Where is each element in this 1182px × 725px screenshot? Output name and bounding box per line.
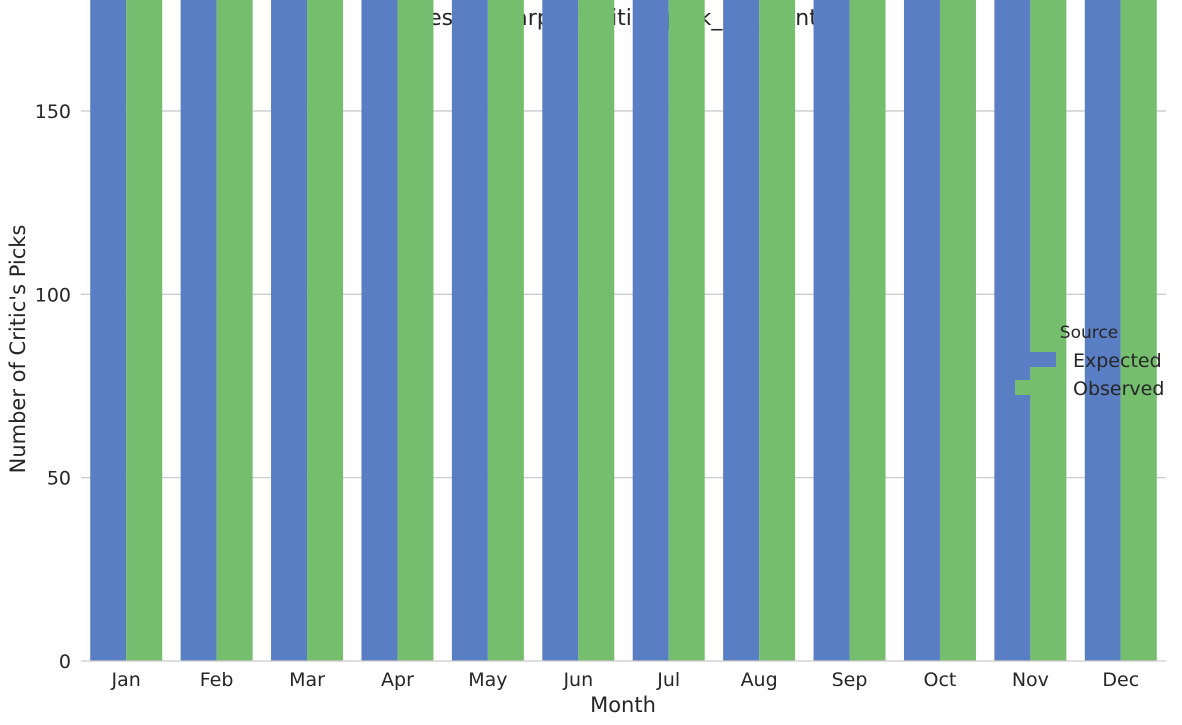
bar-expected-oct [903, 0, 940, 662]
x-tick-label: Oct [924, 669, 957, 691]
x-axis-ticks: Jan Feb Mar Apr May Jun Jul Aug Sep Oct Nov Dec [111, 669, 1140, 691]
gridlines [81, 110, 1166, 479]
bar-expected-dec [1084, 0, 1121, 661]
y-tick-label: 150 [35, 101, 71, 123]
legend: Source Expected Observed [1015, 323, 1164, 400]
x-axis-label: Month [590, 693, 656, 717]
x-tick-label: Feb [200, 669, 234, 691]
bar-observed-aug [759, 0, 796, 662]
legend-swatch-observed [1015, 380, 1056, 395]
x-tick-label: May [468, 669, 507, 691]
bar-observed-jul [668, 0, 705, 661]
bar-observed-may [487, 0, 524, 661]
legend-label-expected: Expected [1073, 350, 1162, 372]
bar-expected-apr [361, 0, 398, 661]
bar-observed-jun [578, 0, 615, 661]
x-tick-label: Jun [562, 669, 593, 691]
bar-expected-jun [542, 0, 579, 661]
bar-observed-apr [397, 0, 434, 662]
x-tick-label: Dec [1102, 669, 1139, 691]
x-tick-label: Nov [1012, 669, 1049, 691]
bar-expected-sep [813, 0, 850, 662]
bar-expected-feb [180, 0, 217, 661]
x-tick-label: Mar [289, 669, 325, 691]
x-tick-label: Jul [656, 669, 680, 691]
x-tick-label: Aug [741, 669, 778, 691]
y-axis-label: Number of Critic's Picks [6, 225, 30, 474]
bar-expected-aug [723, 0, 760, 661]
bar-observed-feb [216, 0, 253, 661]
bar-expected-jan [90, 0, 127, 661]
y-tick-label: 100 [35, 284, 71, 306]
bars [90, 0, 1157, 662]
bar-expected-nov [994, 0, 1031, 661]
y-axis-ticks: 050100150200250300 [35, 101, 71, 673]
bar-observed-oct [939, 0, 976, 661]
bar-observed-dec [1120, 0, 1157, 662]
x-tick-label: Sep [832, 669, 868, 691]
x-tick-label: Jan [111, 669, 141, 691]
bar-observed-sep [849, 0, 886, 662]
bar-observed-nov [1030, 0, 1067, 662]
bar-observed-mar [307, 0, 344, 662]
y-tick-label: 0 [59, 651, 71, 673]
bar-expected-jul [632, 0, 669, 661]
legend-title: Source [1060, 323, 1118, 343]
x-tick-label: Apr [381, 669, 414, 691]
legend-swatch-expected [1015, 352, 1056, 367]
legend-label-observed: Observed [1073, 378, 1164, 400]
bar-expected-may [451, 0, 488, 661]
bar-expected-mar [271, 0, 308, 661]
bar-observed-jan [126, 0, 163, 661]
y-tick-label: 50 [47, 468, 71, 490]
